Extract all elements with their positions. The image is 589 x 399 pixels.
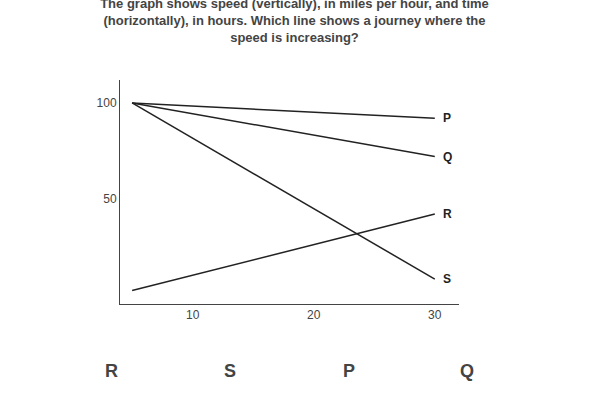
svg-text:P: P [343, 361, 355, 381]
svg-text:30: 30 [428, 308, 442, 322]
svg-text:10: 10 [186, 308, 200, 322]
svg-text:100: 100 [97, 96, 117, 110]
svg-text:The graph shows speed (vertica: The graph shows speed (vertically), in m… [100, 0, 489, 45]
svg-text:Q: Q [443, 150, 452, 164]
svg-text:R: R [105, 361, 118, 381]
svg-text:20: 20 [307, 308, 321, 322]
svg-text:Q: Q [460, 361, 474, 381]
svg-text:S: S [443, 272, 451, 286]
svg-text:R: R [443, 207, 452, 221]
svg-text:S: S [224, 361, 236, 381]
svg-text:50: 50 [103, 192, 117, 206]
svg-text:P: P [443, 111, 451, 125]
